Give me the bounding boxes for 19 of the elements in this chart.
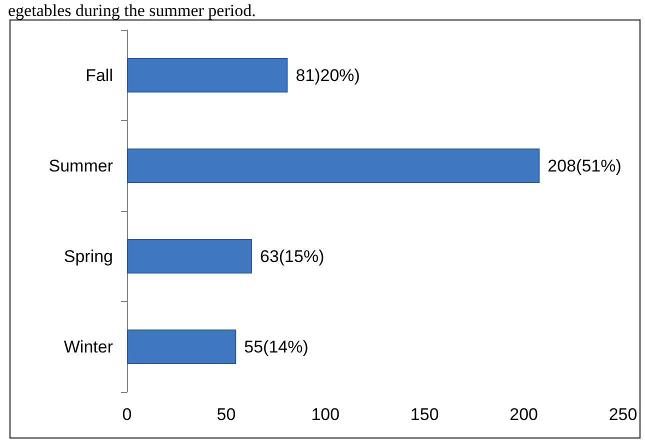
bar [127, 330, 236, 364]
data-label: 81)20%) [296, 66, 360, 85]
x-tick-label: 100 [311, 405, 340, 424]
x-tick-label: 50 [216, 405, 236, 424]
data-label: 63(15%) [260, 246, 324, 266]
x-tick-label: 0 [122, 405, 132, 424]
x-tick-label: 200 [510, 405, 538, 424]
data-label: 55(14%) [244, 337, 308, 356]
y-tick-label: Fall [86, 66, 113, 85]
x-tick-label: 250 [608, 405, 638, 424]
y-tick-label: Spring [64, 246, 113, 266]
bar [127, 239, 252, 274]
bar [127, 58, 288, 92]
data-label: 208(51%) [548, 156, 622, 176]
y-tick-label: Winter [64, 337, 114, 356]
y-tick-label: Summer [48, 156, 114, 176]
bar [127, 148, 540, 183]
text: egetables during the summer period. [8, 1, 256, 20]
x-tick-label: 150 [410, 405, 439, 424]
